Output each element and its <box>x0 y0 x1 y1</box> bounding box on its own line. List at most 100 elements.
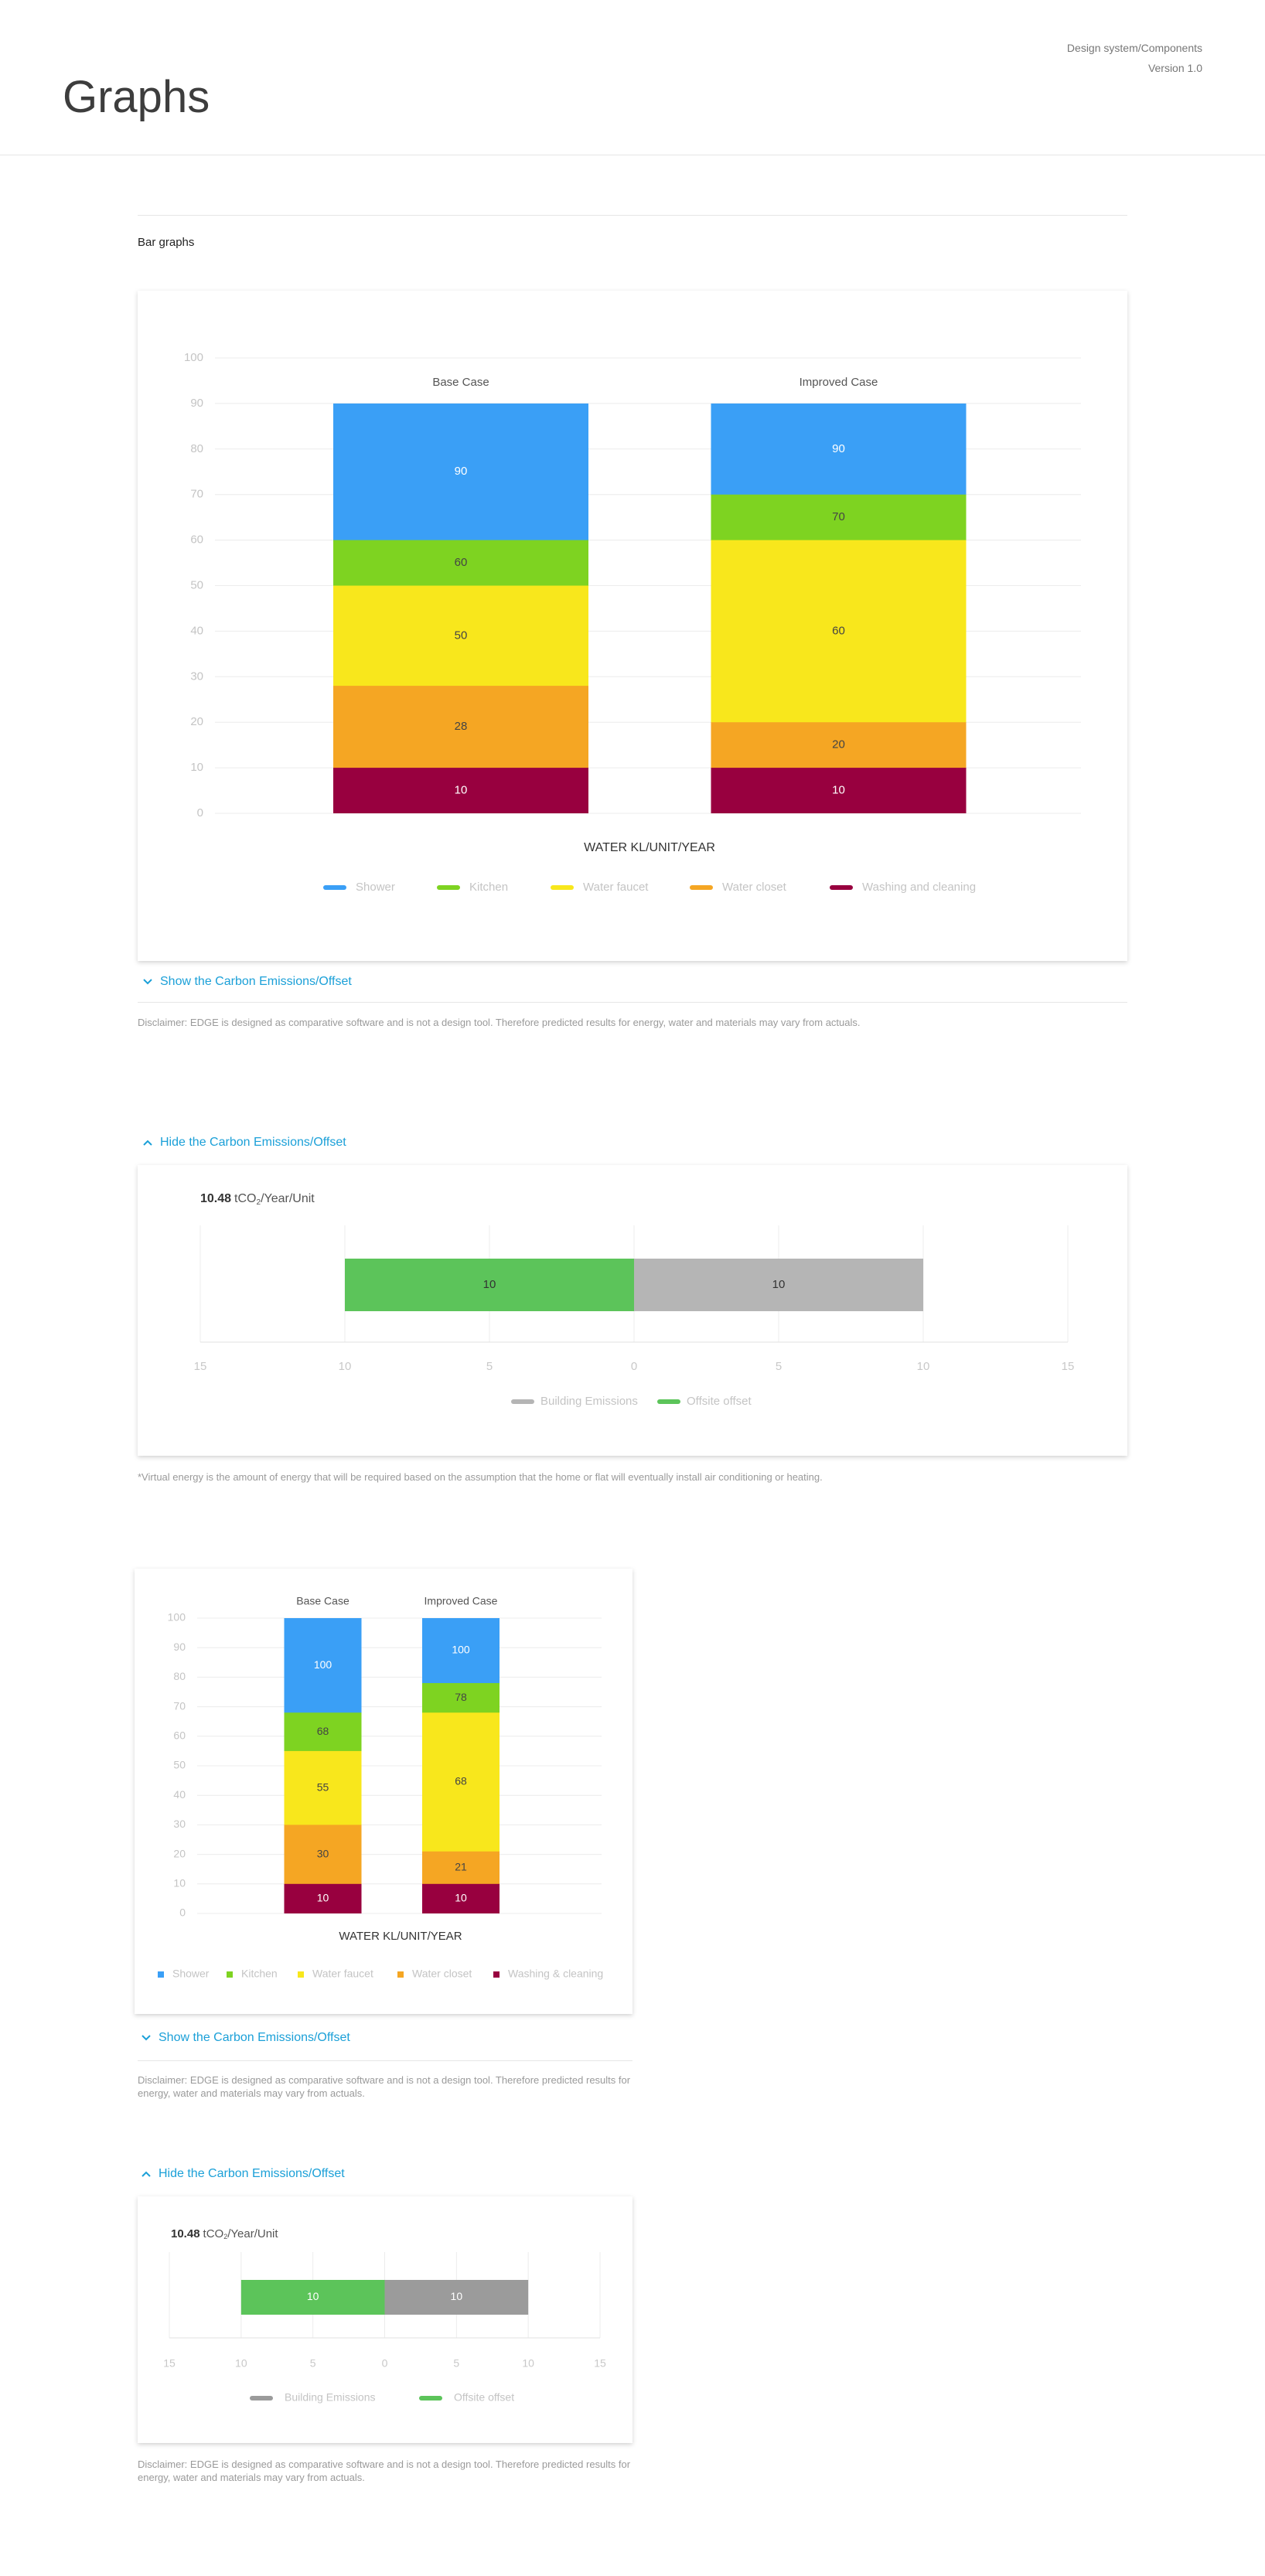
x-tick-label: 15 <box>1062 1360 1075 1373</box>
y-tick-label: 50 <box>190 578 203 591</box>
toggle-link[interactable]: Hide the Carbon Emissions/Offset <box>143 1136 346 1150</box>
y-tick-label: 30 <box>190 670 203 683</box>
bar-value-label: 10 <box>483 1278 496 1291</box>
y-tick-label: 60 <box>190 533 203 547</box>
bar-value-label: 20 <box>832 738 845 751</box>
x-axis-title: WATER KL/UNIT/YEAR <box>584 841 715 854</box>
link-text[interactable]: Show the Carbon Emissions/Offset <box>160 975 352 988</box>
bar-segment <box>422 1883 500 1913</box>
metric-title: 10.48 tCO2/Year/Unit <box>171 2227 278 2240</box>
bar-value-label: 21 <box>455 1860 467 1872</box>
bar-value-label: 10 <box>307 2290 319 2302</box>
bar-value-label: 60 <box>455 556 468 569</box>
link-text[interactable]: Hide the Carbon Emissions/Offset <box>159 2167 345 2180</box>
x-tick-label: 10 <box>917 1360 930 1373</box>
bar-segment <box>284 1883 362 1913</box>
footnote: *Virtual energy is the amount of energy … <box>138 1471 823 1483</box>
divider <box>138 1002 1127 1003</box>
bar-value-label: 50 <box>455 629 468 642</box>
page-title: Graphs <box>63 72 210 122</box>
legend-swatch <box>657 1399 680 1404</box>
legend-swatch <box>551 885 574 890</box>
y-tick-label: 10 <box>190 761 203 774</box>
legend-swatch <box>323 885 346 890</box>
chevron-down <box>143 979 152 985</box>
toggle-link[interactable]: Show the Carbon Emissions/Offset <box>142 2031 350 2045</box>
x-tick-label: 15 <box>194 1360 207 1373</box>
x-tick-label: 0 <box>631 1360 637 1373</box>
bar-value-label: 68 <box>455 1775 467 1787</box>
y-tick-label: 40 <box>173 1788 186 1801</box>
legend-label: Building Emissions <box>285 2391 376 2404</box>
x-tick-label: 10 <box>339 1360 352 1373</box>
metric-unit-suffix: /Year/Unit <box>261 1192 315 1205</box>
y-tick-label: 40 <box>190 624 203 637</box>
metric-unit-sub: 2 <box>257 1198 261 1207</box>
bar-value-label: 60 <box>832 624 845 637</box>
x-tick-label: 5 <box>486 1360 493 1373</box>
bar-value-label: 78 <box>455 1691 467 1703</box>
legend-label: Offsite offset <box>687 1395 752 1408</box>
toggle-link[interactable]: Show the Carbon Emissions/Offset <box>143 975 352 989</box>
chevron-up <box>143 1140 152 1146</box>
legend-swatch <box>158 1971 164 1978</box>
chevron-down <box>142 2035 151 2041</box>
disclaimer: Disclaimer: EDGE is designed as comparat… <box>138 2458 631 2483</box>
legend-swatch <box>493 1971 500 1978</box>
bar-value-label: 10 <box>455 784 468 797</box>
toggle-link[interactable]: Hide the Carbon Emissions/Offset <box>142 2167 345 2181</box>
bar-value-label: 28 <box>455 720 468 733</box>
category-label: Base Case <box>296 1595 349 1607</box>
bar-value-label: 10 <box>451 2290 463 2302</box>
bar-value-label: 55 <box>317 1780 329 1793</box>
bar <box>384 2280 529 2315</box>
x-tick-label: 15 <box>594 2357 606 2370</box>
y-tick-label: 30 <box>173 1818 186 1830</box>
metric-unit: tCO <box>234 1192 256 1205</box>
bar-value-label: 10 <box>455 1892 467 1904</box>
category-label: Improved Case <box>425 1595 498 1607</box>
bar-value-label: 10 <box>317 1892 329 1904</box>
card <box>138 291 1127 961</box>
category-label: Improved Case <box>800 376 878 389</box>
legend-label: Water faucet <box>312 1968 373 1980</box>
legend-label: Water closet <box>722 881 787 894</box>
legend-label: Washing & cleaning <box>508 1968 603 1980</box>
bar-value-label: 10 <box>832 784 845 797</box>
legend-label: Water closet <box>412 1968 472 1980</box>
y-tick-label: 20 <box>173 1847 186 1859</box>
category-label: Base Case <box>432 376 489 389</box>
y-tick-label: 70 <box>190 488 203 501</box>
link-text[interactable]: Hide the Carbon Emissions/Offset <box>160 1136 346 1149</box>
legend-swatch <box>250 2396 273 2401</box>
legend-swatch <box>227 1971 233 1978</box>
legend-label: Kitchen <box>469 881 508 894</box>
metric-unit-sub: 2 <box>223 2233 227 2240</box>
y-tick-label: 90 <box>190 397 203 410</box>
legend-swatch <box>298 1971 304 1978</box>
metric-unit-suffix: /Year/Unit <box>227 2227 278 2240</box>
metric-title: 10.48 tCO2/Year/Unit <box>200 1192 315 1206</box>
metric-value: 10.48 <box>200 1192 231 1205</box>
y-tick-label: 20 <box>190 715 203 728</box>
breadcrumb: Design system/Components <box>1066 42 1202 54</box>
y-tick-label: 100 <box>168 1611 186 1624</box>
bar-value-label: 68 <box>317 1725 329 1737</box>
disclaimer: Disclaimer: EDGE is designed as comparat… <box>138 2074 631 2099</box>
disclaimer: Disclaimer: EDGE is designed as comparat… <box>138 1017 861 1028</box>
bar-value-label: 10 <box>772 1278 786 1291</box>
legend-swatch <box>437 885 460 890</box>
legend-label: Kitchen <box>241 1968 278 1980</box>
x-axis-title: WATER KL/UNIT/YEAR <box>339 1930 462 1943</box>
bar-value-label: 100 <box>452 1644 470 1656</box>
y-tick-label: 50 <box>173 1759 186 1771</box>
x-tick-label: 5 <box>310 2357 316 2370</box>
link-text[interactable]: Show the Carbon Emissions/Offset <box>159 2031 350 2044</box>
x-tick-label: 15 <box>163 2357 176 2370</box>
x-tick-label: 5 <box>453 2357 459 2370</box>
y-tick-label: 100 <box>184 351 203 364</box>
bar <box>634 1259 923 1311</box>
x-tick-label: 0 <box>382 2357 388 2370</box>
